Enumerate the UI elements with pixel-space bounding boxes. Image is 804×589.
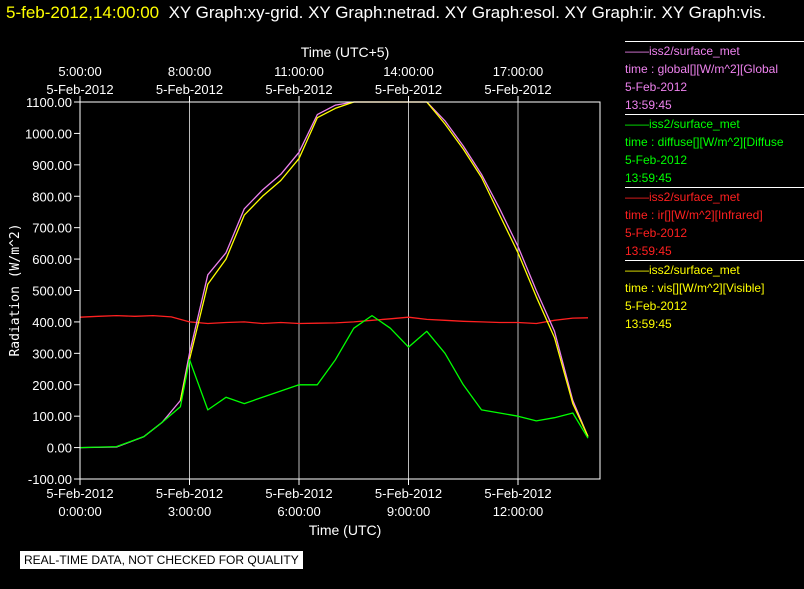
legend-time: 13:59:45 — [625, 315, 804, 333]
x-tick-date: 5-Feb-2012 — [265, 486, 332, 501]
legend-time: 13:59:45 — [625, 96, 804, 114]
legend-source: ——iss2/surface_met — [625, 188, 804, 206]
legend-swatch: —— — [625, 117, 649, 131]
top-tick-date: 5-Feb-2012 — [46, 82, 113, 97]
quality-disclaimer: REAL-TIME DATA, NOT CHECKED FOR QUALITY — [20, 551, 303, 569]
y-tick-label: 300.00 — [32, 346, 72, 361]
legend-date-text: 5-Feb-2012 — [625, 153, 688, 167]
legend-source: ——iss2/surface_met — [625, 261, 804, 279]
legend-field-text: time : diffuse[][W/m^2][Diffuse — [625, 135, 784, 149]
y-tick-label: -100.00 — [28, 472, 72, 487]
x-axis-ticks: 5-Feb-2012 0:00:00 5-Feb-2012 3:00:00 5-Feb-… — [46, 479, 552, 519]
legend-time-text: 13:59:45 — [625, 98, 672, 112]
legend-field: time : diffuse[][W/m^2][Diffuse — [625, 133, 804, 151]
chart-header: 5-feb-2012,14:00:00 XY Graph:xy-grid. XY… — [6, 2, 801, 24]
legend-source-text: iss2/surface_met — [649, 117, 740, 131]
y-tick-label: 200.00 — [32, 378, 72, 393]
top-tick-label: 14:00:00 — [383, 64, 434, 79]
x-tick-date: 5-Feb-2012 — [46, 486, 113, 501]
legend-source: ——iss2/surface_met — [625, 42, 804, 60]
legend-source-text: iss2/surface_met — [649, 44, 740, 58]
top-tick-date: 5-Feb-2012 — [265, 82, 332, 97]
y-axis-label: Radiation (W/m^2) — [8, 223, 23, 356]
top-tick-label: 5:00:00 — [58, 64, 101, 79]
y-tick-label: 1000.00 — [25, 126, 72, 141]
series-line — [79, 101, 589, 449]
x-tick-label: 3:00:00 — [168, 504, 211, 519]
x-tick-label: 12:00:00 — [493, 504, 544, 519]
top-tick-date: 5-Feb-2012 — [484, 82, 551, 97]
top-tick-label: 8:00:00 — [168, 64, 211, 79]
legend-time: 13:59:45 — [625, 169, 804, 187]
legend-date-text: 5-Feb-2012 — [625, 226, 688, 240]
legend-field: time : ir[][W/m^2][Infrared] — [625, 206, 804, 224]
legend-source: ——iss2/surface_met — [625, 115, 804, 133]
legend-time-text: 13:59:45 — [625, 317, 672, 331]
x-tick-label: 9:00:00 — [387, 504, 430, 519]
top-axis-ticks: 5:00:00 5-Feb-2012 8:00:00 5-Feb-2012 11:00:… — [46, 64, 552, 102]
y-tick-label: 700.00 — [32, 221, 72, 236]
x-axis-label: Time (UTC) — [309, 522, 382, 538]
legend-field: time : vis[][W/m^2][Visible] — [625, 279, 804, 297]
x-tick-date: 5-Feb-2012 — [375, 486, 442, 501]
series-line — [79, 314, 589, 449]
legend-field-text: time : vis[][W/m^2][Visible] — [625, 281, 765, 295]
y-tick-label: 900.00 — [32, 158, 72, 173]
legend-source-text: iss2/surface_met — [649, 263, 740, 277]
legend-date: 5-Feb-2012 — [625, 78, 804, 96]
legend-field: time : global[][W/m^2][Global — [625, 60, 804, 78]
legend-date-text: 5-Feb-2012 — [625, 80, 688, 94]
legend-source-text: iss2/surface_met — [649, 190, 740, 204]
header-timestamp: 5-feb-2012,14:00:00 — [6, 3, 160, 22]
legend-date: 5-Feb-2012 — [625, 151, 804, 169]
series-line — [79, 314, 589, 325]
top-tick-label: 11:00:00 — [274, 64, 324, 79]
x-tick-label: 0:00:00 — [58, 504, 101, 519]
legend-date: 5-Feb-2012 — [625, 224, 804, 242]
legend-field-text: time : global[][W/m^2][Global — [625, 62, 779, 76]
top-tick-label: 17:00:00 — [493, 64, 544, 79]
y-tick-label: 800.00 — [32, 189, 72, 204]
top-axis-label: Time (UTC+5) — [301, 44, 390, 60]
y-tick-label: 500.00 — [32, 284, 72, 299]
y-tick-label: 400.00 — [32, 315, 72, 330]
legend-date: 5-Feb-2012 — [625, 297, 804, 315]
plot-frame — [79, 101, 601, 480]
legend-swatch: —— — [625, 263, 649, 277]
legend-date-text: 5-Feb-2012 — [625, 299, 688, 313]
x-tick-date: 5-Feb-2012 — [156, 486, 223, 501]
top-tick-date: 5-Feb-2012 — [156, 82, 223, 97]
y-tick-label: 100.00 — [32, 409, 72, 424]
top-tick-date: 5-Feb-2012 — [375, 82, 442, 97]
x-tick-date: 5-Feb-2012 — [484, 486, 551, 501]
legend-time-text: 13:59:45 — [625, 244, 672, 258]
y-axis-ticks: -100.00 0.00 100.00 200.00 300.00 400.00 500.0… — [25, 95, 80, 487]
legend-swatch: —— — [625, 44, 649, 58]
legend-field-text: time : ir[][W/m^2][Infrared] — [625, 208, 763, 222]
y-tick-label: 0.00 — [47, 441, 72, 456]
y-tick-label: 600.00 — [32, 252, 72, 267]
legend-time: 13:59:45 — [625, 242, 804, 260]
header-graph-list: XY Graph:xy-grid. XY Graph:netrad. XY Gr… — [168, 3, 767, 22]
series-layer — [79, 101, 589, 449]
legend: ——iss2/surface_met time : global[][W/m^2]… — [625, 41, 804, 333]
legend-time-text: 13:59:45 — [625, 171, 672, 185]
x-tick-label: 6:00:00 — [277, 504, 320, 519]
y-tick-label: 1100.00 — [26, 95, 72, 110]
legend-swatch: —— — [625, 190, 649, 204]
